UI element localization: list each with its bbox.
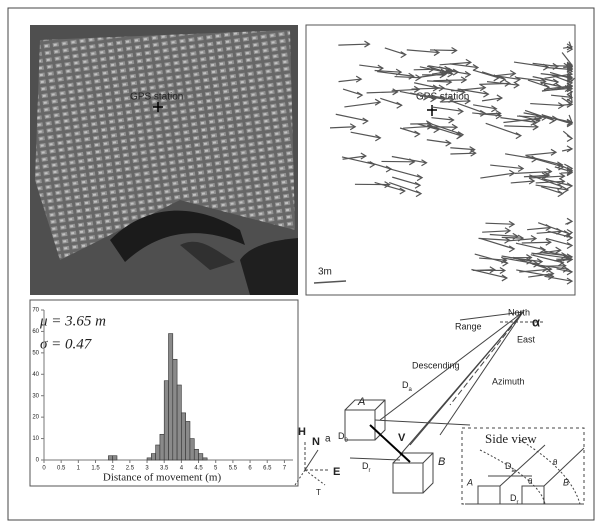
label: Descending bbox=[412, 360, 460, 370]
annotation: μ = 3.65 m bbox=[39, 313, 106, 329]
gps-label: GPS station bbox=[130, 92, 183, 103]
label: E bbox=[333, 466, 340, 478]
page: {"chart_data": {"type": "histogram", "an… bbox=[0, 0, 602, 528]
y-tick-label: 50 bbox=[32, 350, 39, 356]
label: East bbox=[517, 334, 536, 344]
bar bbox=[203, 458, 207, 460]
figure: GPS station GPS station 3m μ = 3.65 m σ … bbox=[0, 0, 602, 528]
x-tick-label: 5.5 bbox=[229, 466, 238, 472]
y-tick-label: 20 bbox=[32, 415, 39, 421]
label: Side view bbox=[485, 431, 537, 446]
label: B bbox=[438, 456, 445, 468]
label: H bbox=[298, 426, 306, 438]
x-tick-label: 2.5 bbox=[126, 466, 135, 472]
bar bbox=[151, 454, 155, 460]
label: V bbox=[398, 432, 406, 444]
bar bbox=[164, 381, 168, 460]
label: Range bbox=[455, 321, 482, 331]
bar bbox=[186, 421, 190, 460]
label: T bbox=[316, 488, 321, 497]
bar bbox=[160, 434, 164, 460]
label: B bbox=[563, 477, 569, 487]
label: α bbox=[532, 314, 540, 329]
y-tick-label: 10 bbox=[32, 436, 39, 442]
y-tick-label: 30 bbox=[32, 393, 39, 399]
arrow bbox=[502, 237, 523, 238]
label: A bbox=[466, 477, 473, 487]
y-tick-label: 40 bbox=[32, 372, 39, 378]
arrow-map: GPS station 3m bbox=[306, 25, 575, 295]
bar bbox=[181, 413, 185, 460]
arrow bbox=[522, 242, 551, 243]
bar bbox=[108, 456, 112, 460]
label: θ bbox=[553, 458, 558, 467]
x-tick-label: 3.5 bbox=[160, 466, 169, 472]
y-tick-label: 60 bbox=[32, 329, 39, 335]
arrow bbox=[571, 94, 572, 103]
bar bbox=[169, 334, 173, 460]
label: A bbox=[357, 396, 365, 408]
bar bbox=[177, 385, 181, 460]
bar bbox=[147, 458, 151, 460]
histogram: μ = 3.65 m σ = 0.47 Distance of movement… bbox=[30, 300, 298, 486]
y-tick-label: 70 bbox=[32, 308, 39, 314]
x-axis-label: Distance of movement (m) bbox=[103, 472, 222, 484]
arrow bbox=[414, 69, 434, 70]
satellite-image: GPS station bbox=[30, 25, 298, 295]
label: Azimuth bbox=[492, 376, 525, 386]
bar bbox=[199, 454, 203, 460]
annotation: σ = 0.47 bbox=[40, 336, 93, 352]
arrow bbox=[430, 50, 457, 51]
x-tick-label: 0.5 bbox=[57, 466, 66, 472]
bar bbox=[173, 359, 177, 460]
label: N bbox=[312, 436, 320, 448]
bar bbox=[113, 456, 117, 460]
label: θ bbox=[528, 477, 533, 486]
scale-label: 3m bbox=[318, 267, 332, 278]
label: a bbox=[325, 434, 331, 445]
bar bbox=[156, 445, 160, 460]
bar bbox=[194, 449, 198, 460]
bar bbox=[190, 439, 194, 460]
arrow bbox=[450, 153, 475, 154]
x-tick-label: 1.5 bbox=[91, 466, 100, 472]
x-tick-label: 6.5 bbox=[263, 466, 272, 472]
x-tick-label: 4.5 bbox=[194, 466, 203, 472]
label: North bbox=[508, 307, 530, 317]
